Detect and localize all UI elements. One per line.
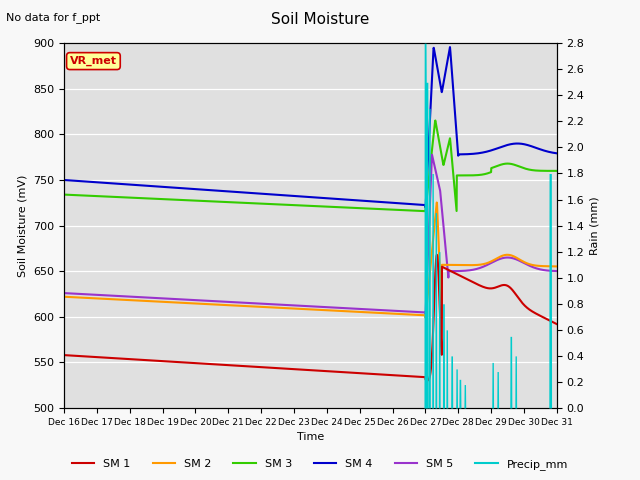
SM 3 [431, 118, 439, 123]
X-axis label: Time: Time [297, 432, 324, 442]
SM 3 [60, 192, 68, 197]
SM 1 [335, 369, 342, 375]
SM 5 [510, 255, 518, 261]
SM 5 [60, 290, 68, 296]
SM 3 [553, 168, 561, 174]
SM 2 [454, 262, 461, 268]
SM 3 [422, 208, 429, 214]
SM 4 [198, 187, 205, 192]
SM 3 [335, 204, 342, 210]
SM 2 [60, 294, 68, 300]
SM 1 [524, 305, 531, 311]
SM 3 [454, 172, 461, 178]
SM 1 [324, 368, 332, 374]
Text: No data for f_ppt: No data for f_ppt [6, 12, 100, 23]
SM 2 [510, 253, 518, 259]
SM 2 [335, 308, 342, 314]
SM 2 [433, 200, 440, 205]
SM 5 [524, 262, 531, 267]
SM 1 [510, 288, 518, 294]
SM 1 [424, 378, 431, 384]
Line: SM 3: SM 3 [64, 120, 557, 211]
SM 5 [422, 312, 429, 317]
SM 1 [198, 360, 205, 366]
SM 4 [60, 177, 68, 183]
SM 4 [422, 205, 429, 211]
SM 5 [553, 268, 561, 274]
SM 4 [524, 142, 531, 148]
SM 5 [428, 152, 436, 157]
Line: SM 4: SM 4 [64, 47, 557, 208]
SM 3 [524, 166, 531, 172]
Line: SM 1: SM 1 [64, 255, 557, 381]
SM 3 [198, 198, 205, 204]
SM 2 [524, 261, 531, 266]
SM 5 [198, 298, 205, 303]
Text: Soil Moisture: Soil Moisture [271, 12, 369, 27]
SM 2 [324, 307, 332, 313]
SM 5 [454, 268, 461, 274]
SM 1 [433, 252, 441, 258]
SM 4 [510, 141, 518, 146]
SM 1 [60, 352, 68, 358]
SM 4 [446, 44, 454, 50]
SM 1 [454, 272, 461, 277]
SM 2 [438, 315, 445, 321]
Text: VR_met: VR_met [70, 56, 117, 66]
SM 3 [324, 204, 332, 210]
SM 2 [553, 264, 561, 269]
SM 4 [553, 150, 561, 156]
SM 3 [510, 162, 518, 168]
SM 5 [335, 305, 342, 311]
SM 5 [324, 304, 332, 310]
Y-axis label: Soil Moisture (mV): Soil Moisture (mV) [17, 174, 28, 277]
Legend: SM 1, SM 2, SM 3, SM 4, SM 5, Precip_mm: SM 1, SM 2, SM 3, SM 4, SM 5, Precip_mm [68, 455, 572, 474]
SM 2 [198, 301, 205, 307]
SM 1 [553, 321, 561, 327]
Line: SM 5: SM 5 [64, 155, 557, 314]
SM 4 [324, 195, 332, 201]
Line: SM 2: SM 2 [64, 203, 557, 318]
SM 4 [454, 144, 461, 149]
SM 4 [335, 196, 342, 202]
Y-axis label: Rain (mm): Rain (mm) [590, 196, 600, 255]
